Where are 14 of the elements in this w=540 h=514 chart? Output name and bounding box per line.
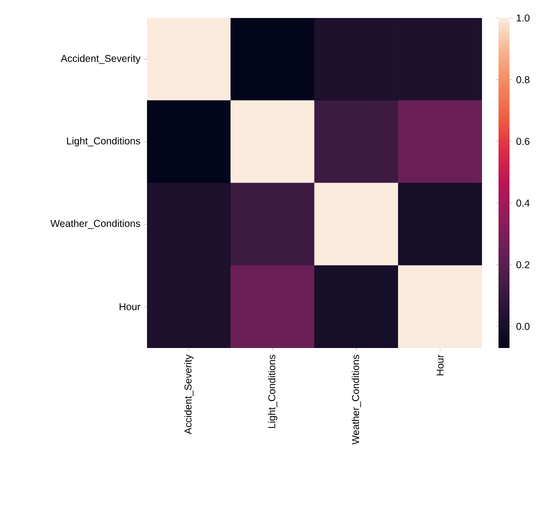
- color-bar-label: 0.0: [516, 322, 530, 330]
- x-tick-label: Light_Conditions: [268, 354, 278, 428]
- x-tick-label: Weather_Conditions: [352, 354, 361, 445]
- x-tick-label: Hour: [436, 354, 444, 376]
- color-bar-label: 0.4: [516, 200, 530, 207]
- y-tick-label: Light_Conditions: [67, 137, 140, 146]
- y-tick-label: Hour: [120, 303, 140, 310]
- color-bar-label: 0.2: [516, 261, 530, 268]
- color-bar-label: 1.0: [516, 14, 530, 22]
- x-tick-label: Accident_Severity: [184, 354, 194, 434]
- y-tick-label: Accident_Severity: [60, 54, 140, 64]
- y-tick-label: Weather_Conditions: [50, 220, 140, 229]
- color-bar-label: 0.8: [516, 76, 530, 84]
- color-bar-label: 0.6: [516, 138, 530, 145]
